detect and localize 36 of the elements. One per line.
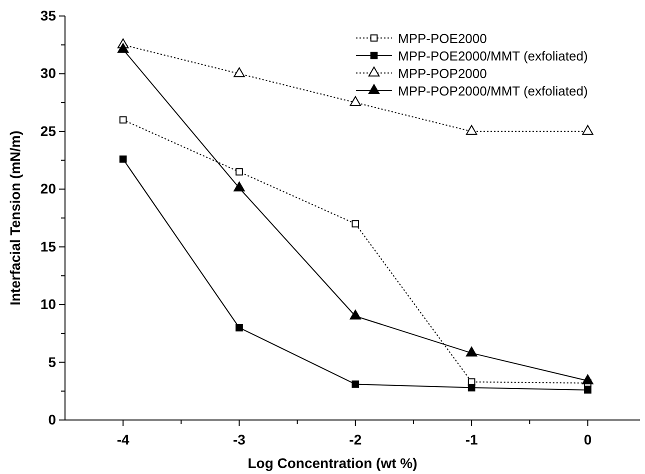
point bbox=[582, 125, 594, 135]
y-tick-label: 15 bbox=[40, 238, 56, 254]
point bbox=[584, 386, 592, 394]
legend-label: MPP-POE2000 bbox=[398, 31, 487, 46]
point bbox=[468, 384, 476, 392]
x-tick-label: -3 bbox=[233, 431, 246, 448]
y-tick-label: 25 bbox=[40, 122, 56, 139]
point bbox=[234, 67, 245, 78]
point bbox=[466, 346, 478, 356]
point bbox=[582, 374, 594, 384]
x-tick-label: -1 bbox=[465, 431, 478, 448]
point bbox=[350, 96, 361, 106]
legend-label: MPP-POP2000 bbox=[398, 66, 487, 81]
x-axis-title: Log Concentration (wt %) bbox=[248, 455, 418, 471]
y-tick-label: 10 bbox=[40, 296, 56, 312]
point bbox=[350, 310, 361, 320]
point bbox=[119, 155, 127, 163]
y-tick-label: 35 bbox=[40, 7, 56, 24]
point bbox=[352, 380, 360, 388]
point bbox=[466, 125, 478, 135]
y-tick-label: 0 bbox=[48, 411, 56, 428]
point bbox=[236, 324, 243, 332]
x-tick-label: 0 bbox=[584, 431, 592, 448]
y-tick-label: 30 bbox=[40, 65, 56, 82]
point bbox=[119, 116, 127, 124]
y-tick-label: 20 bbox=[40, 180, 56, 197]
point bbox=[236, 168, 243, 176]
point bbox=[234, 182, 245, 192]
point bbox=[117, 43, 129, 53]
y-tick-label: 5 bbox=[48, 354, 56, 370]
legend-label: MPP-POP2000/MMT (exfoliated) bbox=[398, 84, 588, 98]
point bbox=[352, 220, 360, 228]
x-tick-label: -2 bbox=[349, 431, 362, 448]
x-tick-label: -4 bbox=[116, 431, 130, 448]
y-axis-title: Interfacial Tension (mN/m) bbox=[7, 130, 23, 306]
legend-label: MPP-POE2000/MMT (exfoliated) bbox=[398, 48, 588, 64]
